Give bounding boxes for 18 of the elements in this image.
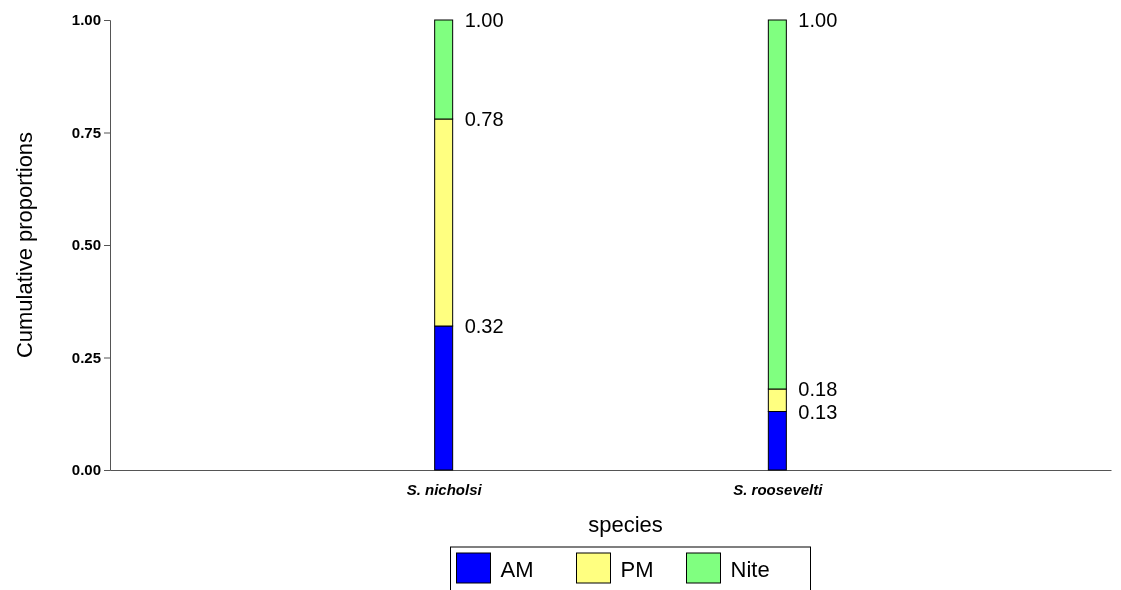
- legend-label: AM: [500, 557, 534, 582]
- x-tick-label: S. roosevelti: [733, 480, 824, 498]
- y-tick-label: 0.50: [71, 236, 101, 254]
- annotation: 0.32: [464, 315, 504, 337]
- annotation: 0.13: [798, 400, 838, 423]
- y-axis-title: Cumulative proportions: [12, 131, 37, 359]
- x-tick-label: S. nicholsi: [406, 480, 483, 498]
- y-tick-label: 0.25: [71, 348, 101, 366]
- legend-label: Nite: [730, 557, 770, 582]
- y-tick-label: 0.75: [71, 123, 101, 141]
- y-tick-label: 0.00: [71, 461, 101, 479]
- annotation: 1.00: [798, 9, 838, 31]
- legend-label: PM: [620, 557, 654, 582]
- annotation: 0.18: [798, 378, 838, 400]
- annotation: 0.78: [464, 108, 504, 130]
- annotation: 1.00: [464, 9, 504, 31]
- y-tick-label: 1.00: [71, 11, 101, 29]
- x-axis-title: species: [588, 512, 663, 537]
